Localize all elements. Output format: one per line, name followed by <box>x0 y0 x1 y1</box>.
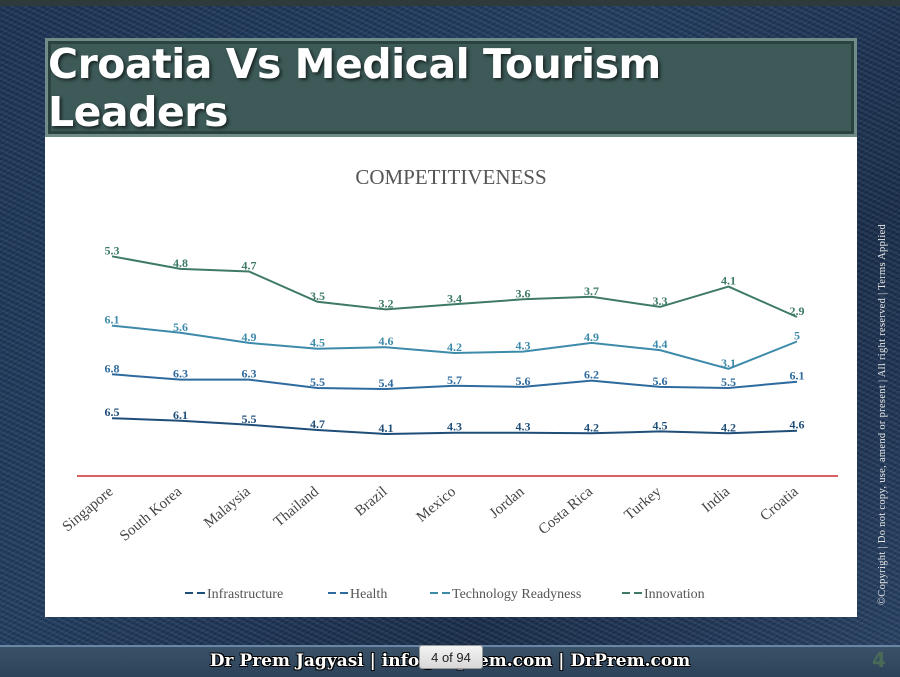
data-label: 4.9 <box>584 330 599 344</box>
series-line-1 <box>111 373 798 391</box>
top-bar <box>0 0 900 6</box>
data-label: 4.5 <box>310 336 325 350</box>
chart-title: COMPETITIVENESS <box>355 165 546 189</box>
chart-panel: COMPETITIVENESS 6.5 6.1 5.5 4.7 4.1 4.3 4.3 4.2 4… <box>45 137 857 617</box>
data-label: 6.1 <box>173 408 188 422</box>
copyright-notice: ©Copyright | Do not copy, use, amend or … <box>877 223 888 605</box>
x-tick-label: Costa Rica <box>536 484 597 539</box>
slide-title: Croatia Vs Medical Tourism Leaders <box>48 39 661 136</box>
x-tick-label: Mexico <box>414 484 459 526</box>
series-line-2 <box>111 324 798 370</box>
page-badge[interactable]: 4 of 94 <box>419 645 483 669</box>
data-label: 5.6 <box>516 374 531 388</box>
data-label: 6.8 <box>105 361 120 375</box>
data-label: 5 <box>794 329 800 343</box>
data-label: 5.5 <box>721 375 736 389</box>
data-label: 3.6 <box>516 286 531 300</box>
data-label: 4.9 <box>242 330 257 344</box>
page-number: 4 <box>872 648 886 672</box>
data-label: 4.3 <box>516 339 531 353</box>
data-label: 5.6 <box>173 320 188 334</box>
data-label: 3.3 <box>653 294 668 308</box>
title-box: Croatia Vs Medical Tourism Leaders <box>45 38 857 137</box>
data-label: 4.2 <box>447 340 462 354</box>
data-label: 3.7 <box>584 284 599 298</box>
data-label: 4.3 <box>516 420 531 434</box>
data-label: 2.9 <box>790 304 805 318</box>
data-label: 3.1 <box>721 356 736 370</box>
data-label: 5.7 <box>447 373 462 387</box>
data-label: 6.1 <box>790 369 805 383</box>
data-label: 4.8 <box>173 256 188 270</box>
data-label: 4.7 <box>242 259 257 273</box>
data-label: 6.3 <box>242 367 257 381</box>
data-label: 3.5 <box>310 289 325 303</box>
data-label: 5.5 <box>242 412 257 426</box>
data-label: 4.2 <box>721 420 736 434</box>
series-line-3 <box>111 255 798 318</box>
data-label: 6.3 <box>173 367 188 381</box>
data-label: 4.3 <box>447 420 462 434</box>
data-label: 6.1 <box>105 313 120 327</box>
legend-label: Technology Readyness <box>452 587 581 602</box>
data-label: 5.5 <box>310 375 325 389</box>
data-label: 3.4 <box>447 291 462 305</box>
data-label: 4.7 <box>310 417 325 431</box>
data-label: 4.5 <box>653 418 668 432</box>
data-label: 4.6 <box>379 334 394 348</box>
data-label: 6.2 <box>584 368 599 382</box>
competitiveness-chart: COMPETITIVENESS 6.5 6.1 5.5 4.7 4.1 4.3 4.3 4.2 4… <box>60 165 838 602</box>
data-label: 4.6 <box>790 418 805 432</box>
x-tick-label: Brazil <box>352 484 390 520</box>
legend-label: Infrastructure <box>207 587 283 602</box>
data-label: 4.2 <box>584 420 599 434</box>
x-tick-label: South Korea <box>117 484 185 545</box>
x-tick-label: Croatia <box>757 484 801 525</box>
x-tick-label: Singapore <box>60 484 117 536</box>
series-line-0 <box>111 417 798 436</box>
data-label: 5.6 <box>653 374 668 388</box>
data-label: 3.2 <box>379 296 394 310</box>
data-label: 4.1 <box>379 421 394 435</box>
legend-label: Innovation <box>644 587 705 602</box>
x-tick-label: Jordan <box>487 483 528 521</box>
legend-label: Health <box>350 587 387 602</box>
x-tick-label: Thailand <box>271 483 323 530</box>
data-label: 5.3 <box>105 243 120 257</box>
data-label: 4.1 <box>721 274 736 288</box>
x-tick-label: India <box>699 484 733 516</box>
x-tick-label: Malaysia <box>201 484 254 532</box>
data-label: 6.5 <box>105 405 120 419</box>
data-label: 5.4 <box>379 376 394 390</box>
x-tick-label: Turkey <box>622 483 665 523</box>
data-label: 4.4 <box>653 337 668 351</box>
